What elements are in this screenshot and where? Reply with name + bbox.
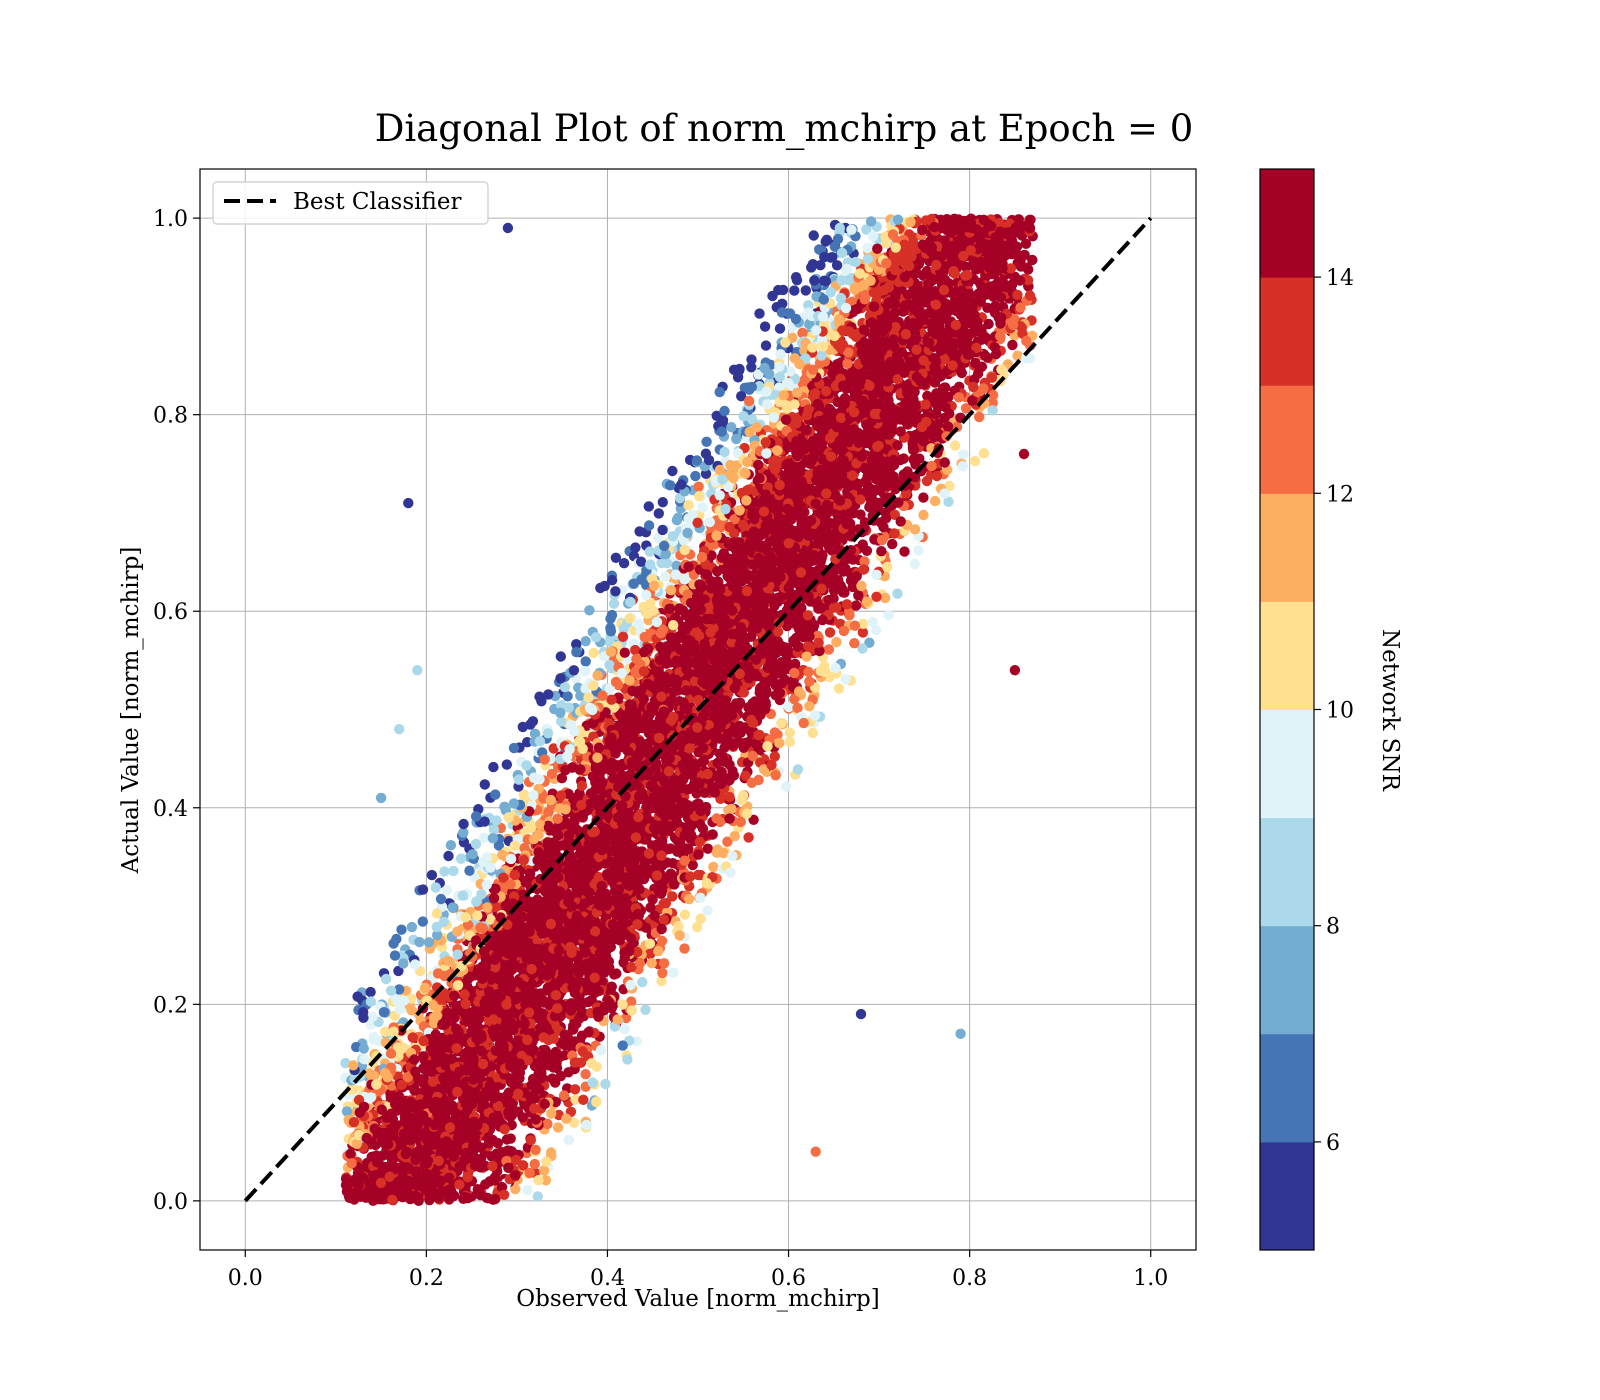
scatter-point bbox=[671, 515, 683, 526]
scatter-point bbox=[667, 858, 679, 869]
scatter-point bbox=[824, 627, 836, 638]
scatter-point bbox=[1012, 350, 1023, 361]
scatter-point bbox=[448, 865, 459, 877]
scatter-point bbox=[643, 520, 655, 531]
scatter-point bbox=[430, 882, 441, 893]
scatter-point bbox=[789, 285, 800, 296]
scatter-point bbox=[760, 340, 772, 351]
scatter-point bbox=[658, 958, 670, 969]
scatter-point bbox=[445, 840, 457, 851]
scatter-point bbox=[575, 690, 586, 701]
scatter-point bbox=[833, 683, 845, 694]
scatter-point bbox=[423, 937, 435, 948]
scatter-point bbox=[978, 448, 990, 459]
scatter-point bbox=[542, 1118, 553, 1130]
scatter-point bbox=[949, 440, 961, 451]
scatter-point bbox=[522, 1184, 533, 1196]
scatter-point bbox=[800, 285, 811, 296]
scatter-point bbox=[510, 1183, 521, 1195]
scatter-point bbox=[562, 691, 573, 702]
scatter-point bbox=[646, 958, 657, 969]
scatter-point bbox=[774, 323, 786, 334]
scatter-point bbox=[711, 410, 722, 421]
scatter-point bbox=[527, 716, 539, 727]
scatter-point bbox=[579, 666, 591, 677]
scatter-point bbox=[889, 528, 900, 539]
scatter-point bbox=[697, 502, 708, 513]
scatter-point bbox=[499, 801, 510, 812]
scatter-point bbox=[396, 924, 407, 935]
scatter-point bbox=[604, 659, 615, 671]
scatter-point bbox=[692, 921, 703, 933]
scatter-point bbox=[831, 636, 842, 648]
scatter-point bbox=[423, 1064, 434, 1075]
scatter-point bbox=[679, 909, 691, 920]
scatter-point bbox=[653, 508, 664, 519]
scatter-point bbox=[809, 710, 821, 721]
scatter-point bbox=[792, 764, 804, 775]
scatter-point bbox=[729, 831, 740, 842]
scatter-point bbox=[743, 832, 754, 843]
scatter-point bbox=[719, 405, 730, 417]
scatter-point bbox=[731, 433, 742, 445]
scatter-point bbox=[491, 1148, 503, 1159]
scatter-point bbox=[426, 869, 438, 881]
scatter-point bbox=[552, 1122, 564, 1133]
scatter-point bbox=[631, 1036, 642, 1047]
scatter-point bbox=[533, 1175, 544, 1186]
scatter-points bbox=[340, 213, 1038, 1207]
scatter-point bbox=[580, 1069, 591, 1080]
scatter-point bbox=[692, 517, 703, 528]
scatter-point bbox=[781, 781, 792, 792]
scatter-point bbox=[580, 636, 591, 647]
scatter-point bbox=[635, 556, 647, 567]
scatter-point bbox=[441, 885, 453, 896]
scatter-point bbox=[529, 1158, 540, 1170]
scatter-point bbox=[478, 832, 490, 843]
scatter-point bbox=[842, 358, 853, 369]
chart-title: Diagonal Plot of norm_mchirp at Epoch = … bbox=[375, 107, 1194, 151]
scatter-point bbox=[599, 580, 610, 592]
scatter-point bbox=[403, 497, 414, 509]
scatter-point bbox=[722, 836, 733, 847]
scatter-point bbox=[555, 651, 566, 662]
scatter-point bbox=[807, 727, 818, 739]
scatter-point bbox=[435, 893, 447, 905]
scatter-point bbox=[834, 222, 845, 234]
scatter-point bbox=[583, 996, 594, 1008]
scatter-point bbox=[634, 526, 645, 537]
scatter-point bbox=[359, 1054, 370, 1065]
scatter-point bbox=[726, 422, 737, 433]
scatter-point bbox=[726, 803, 737, 815]
scatter-point bbox=[913, 545, 924, 556]
scatter-point bbox=[470, 838, 482, 850]
scatter-point bbox=[380, 973, 392, 985]
scatter-point bbox=[661, 558, 673, 569]
scatter-point bbox=[892, 588, 903, 599]
scatter-point bbox=[580, 656, 591, 667]
scatter-point bbox=[841, 264, 852, 275]
scatter-point bbox=[1007, 339, 1018, 351]
scatter-point bbox=[918, 492, 929, 503]
scatter-point bbox=[503, 812, 514, 823]
scatter-point bbox=[957, 461, 968, 472]
scatter-point bbox=[708, 861, 719, 873]
scatter-point bbox=[808, 230, 819, 241]
scatter-point bbox=[588, 647, 599, 659]
scatter-point bbox=[683, 499, 694, 511]
scatter-point bbox=[417, 916, 428, 927]
scatter-point bbox=[776, 717, 787, 729]
scatter-point bbox=[707, 829, 718, 840]
scatter-point bbox=[701, 436, 712, 447]
scatter-point bbox=[679, 943, 690, 954]
